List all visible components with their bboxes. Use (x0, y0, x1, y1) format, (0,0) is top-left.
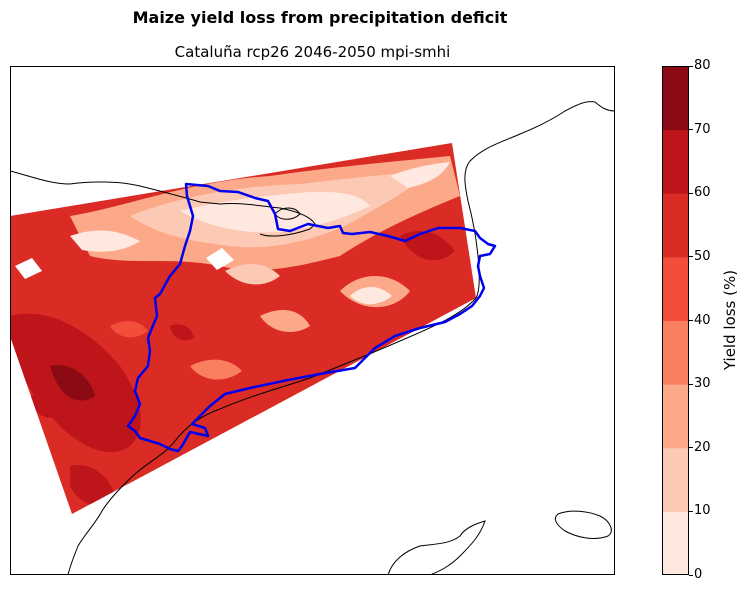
colorbar-tick-mark (689, 510, 693, 512)
colorbar-tick-label: 10 (694, 503, 711, 519)
colorbar-band (662, 256, 689, 321)
colorbar-tick-mark (689, 447, 693, 449)
colorbar-tick-mark (689, 574, 693, 576)
colorbar-tick-mark (689, 129, 693, 131)
colorbar-tick-label: 20 (694, 439, 711, 455)
colorbar-band (662, 193, 689, 258)
colorbar-tick-label: 30 (694, 376, 711, 392)
colorbar-band (662, 320, 689, 385)
colorbar-tick-label: 0 (694, 567, 703, 582)
colorbar-tick-label: 70 (694, 121, 711, 137)
colorbar-label: Yield loss (%) (721, 269, 739, 371)
coastline (10, 101, 615, 575)
colorbar-band (662, 384, 689, 449)
colorbar-tick-mark (689, 65, 693, 67)
colorbar-band (662, 447, 689, 512)
colorbar-band (662, 129, 689, 194)
colorbar-tick-label: 40 (694, 312, 711, 328)
colorbar-tick-mark (689, 383, 693, 385)
map-frame (10, 66, 615, 575)
colorbar-band (662, 66, 689, 131)
colorbar-tick-label: 50 (694, 248, 711, 264)
colorbar-band (662, 511, 689, 575)
colorbar-tick-label: 60 (694, 185, 711, 201)
yield-loss-contours (10, 143, 476, 514)
colorbar-tick-label: 80 (694, 58, 711, 73)
map-title: Cataluña rcp26 2046-2050 mpi-smhi (174, 43, 451, 61)
map-panel (10, 66, 615, 575)
colorbar-tick-mark (689, 320, 693, 321)
colorbar (662, 66, 689, 575)
catalonia-boundary (126, 182, 497, 453)
figure-suptitle: Maize yield loss from precipitation defi… (132, 8, 508, 27)
colorbar-tick-mark (689, 256, 693, 258)
colorbar-frame (662, 66, 689, 575)
colorbar-tick-mark (689, 192, 693, 194)
